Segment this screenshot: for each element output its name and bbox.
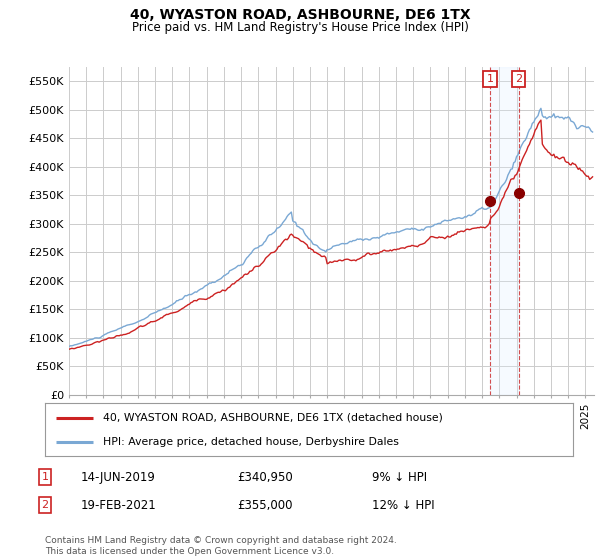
Text: 2: 2 [515, 74, 522, 83]
Text: 19-FEB-2021: 19-FEB-2021 [81, 498, 157, 512]
Text: 12% ↓ HPI: 12% ↓ HPI [372, 498, 434, 512]
Text: £355,000: £355,000 [237, 498, 293, 512]
Text: 1: 1 [41, 472, 49, 482]
Text: 2: 2 [41, 500, 49, 510]
Text: 9% ↓ HPI: 9% ↓ HPI [372, 470, 427, 484]
Text: 40, WYASTON ROAD, ASHBOURNE, DE6 1TX (detached house): 40, WYASTON ROAD, ASHBOURNE, DE6 1TX (de… [103, 413, 443, 423]
Text: 14-JUN-2019: 14-JUN-2019 [81, 470, 156, 484]
Text: 1: 1 [487, 74, 494, 83]
Bar [490, 67, 518, 395]
Text: Price paid vs. HM Land Registry's House Price Index (HPI): Price paid vs. HM Land Registry's House … [131, 21, 469, 34]
Text: 40, WYASTON ROAD, ASHBOURNE, DE6 1TX: 40, WYASTON ROAD, ASHBOURNE, DE6 1TX [130, 8, 470, 22]
Text: Contains HM Land Registry data © Crown copyright and database right 2024.
This d: Contains HM Land Registry data © Crown c… [45, 536, 397, 556]
Text: HPI: Average price, detached house, Derbyshire Dales: HPI: Average price, detached house, Derb… [103, 436, 399, 446]
Text: £340,950: £340,950 [237, 470, 293, 484]
